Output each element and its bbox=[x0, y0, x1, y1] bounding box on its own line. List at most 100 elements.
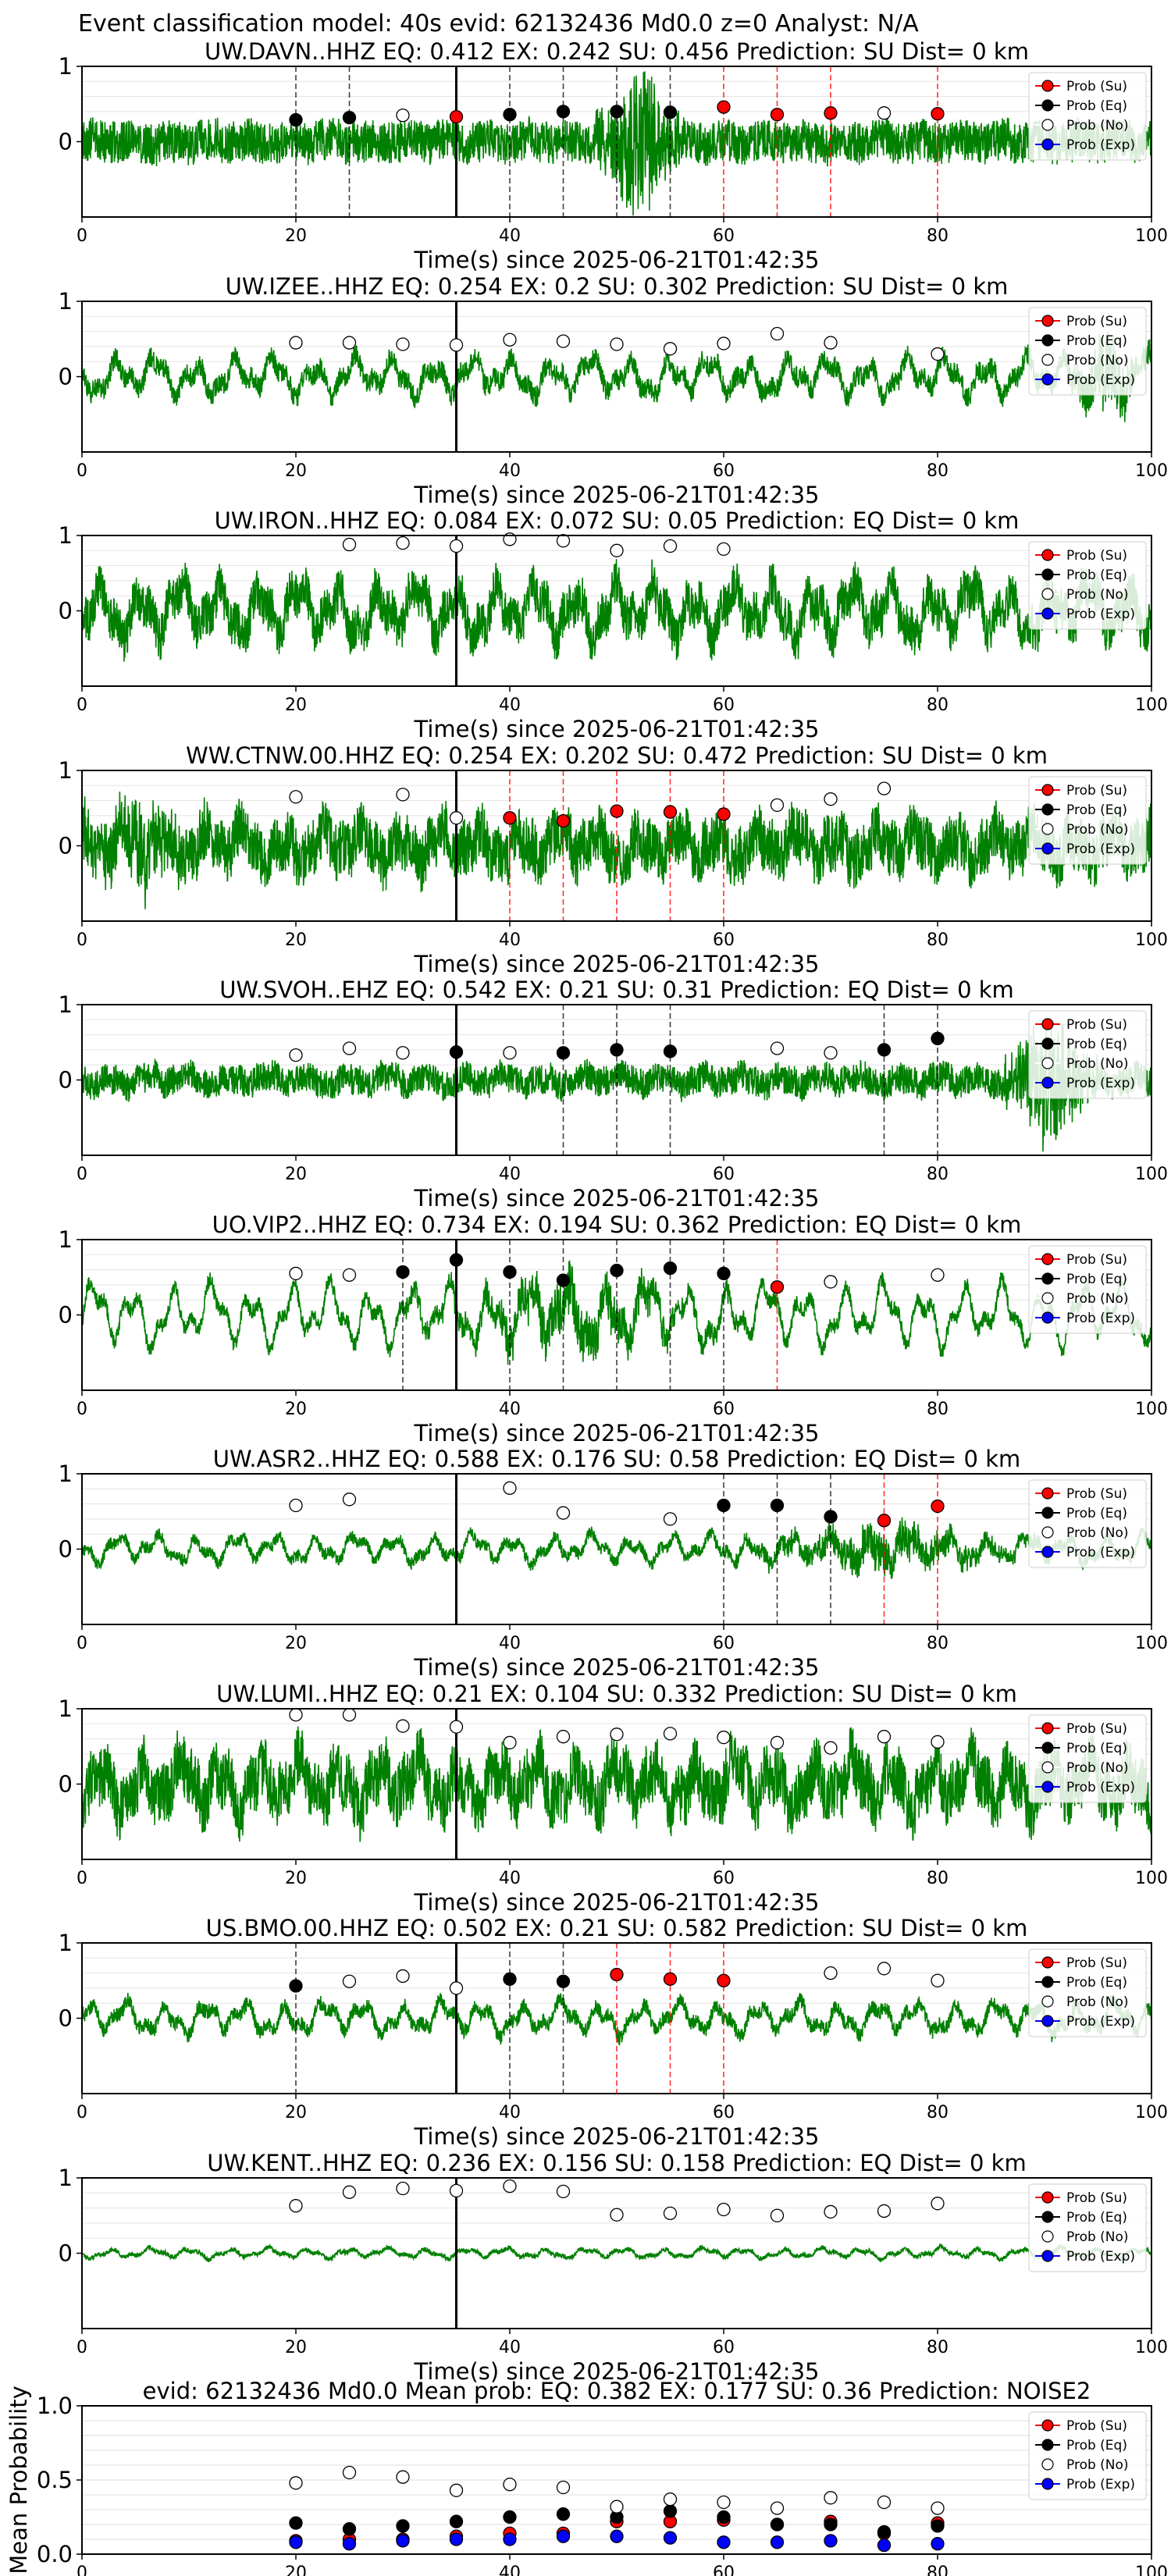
figure-suptitle: Event classification model: 40s evid: 62… bbox=[78, 10, 919, 37]
marker-su bbox=[770, 108, 785, 122]
legend-label: Prob (Eq) bbox=[1066, 2210, 1127, 2226]
waveform-trace bbox=[81, 1992, 1152, 2046]
legend-box bbox=[1028, 307, 1147, 396]
legend-marker-su bbox=[1041, 315, 1054, 327]
marker-no bbox=[342, 1493, 357, 1507]
legend-label: Prob (No) bbox=[1066, 118, 1129, 133]
legend-marker-no bbox=[1041, 354, 1054, 366]
panel-title: evid: 62132436 Md0.0 Mean prob: EQ: 0.38… bbox=[143, 2378, 1091, 2404]
legend-marker-eq bbox=[1041, 568, 1054, 581]
marker-no bbox=[877, 2204, 892, 2218]
legend-marker-eq bbox=[1041, 1272, 1054, 1285]
x-tick-label: 40 bbox=[499, 696, 521, 715]
legend-label: Prob (Eq) bbox=[1066, 333, 1127, 349]
legend-label: Prob (No) bbox=[1066, 1525, 1129, 1541]
legend-label: Prob (Exp) bbox=[1066, 2014, 1135, 2030]
marker-eq bbox=[289, 2516, 303, 2530]
marker-no bbox=[503, 1046, 517, 1060]
legend-label: Prob (Eq) bbox=[1066, 802, 1127, 818]
x-tick-label: 100 bbox=[1135, 1634, 1168, 1653]
x-tick-label: 60 bbox=[713, 2103, 735, 2122]
legend-marker-no bbox=[1041, 1761, 1054, 1774]
marker-no bbox=[770, 2501, 785, 2515]
waveform-trace bbox=[81, 1260, 1152, 1365]
panel-title: UW.LUMI..HHZ EQ: 0.21 EX: 0.104 SU: 0.33… bbox=[216, 1681, 1017, 1707]
marker-exp bbox=[663, 2531, 678, 2545]
legend-label: Prob (Exp) bbox=[1066, 607, 1135, 622]
legend: Prob (Su) Prob (Eq) Prob (No) Prob (Exp) bbox=[1028, 1714, 1147, 1803]
marker-exp bbox=[824, 2534, 838, 2548]
marker-eq bbox=[449, 1253, 464, 1267]
marker-eq bbox=[342, 2522, 357, 2536]
marker-no bbox=[717, 336, 731, 350]
legend-marker-su bbox=[1041, 784, 1054, 796]
legend-label: Prob (Su) bbox=[1066, 1955, 1127, 1971]
x-tick-label: 100 bbox=[1135, 2338, 1168, 2357]
marker-no bbox=[342, 1268, 357, 1283]
marker-no bbox=[877, 1962, 892, 1976]
legend-label: Prob (No) bbox=[1066, 1056, 1129, 1072]
marker-eq bbox=[663, 1261, 678, 1276]
panel-5: UW.SVOH..EHZ EQ: 0.542 EX: 0.21 SU: 0.31… bbox=[59, 977, 1168, 1212]
waveform-trace bbox=[81, 1726, 1152, 1842]
marker-eq bbox=[663, 105, 678, 119]
marker-no bbox=[610, 337, 624, 351]
marker-no bbox=[342, 1974, 357, 1988]
marker-eq bbox=[717, 2510, 731, 2524]
marker-exp bbox=[449, 2532, 464, 2546]
y-tick-label: 1 bbox=[59, 991, 73, 1018]
legend-marker-exp bbox=[1041, 1781, 1054, 1793]
x-tick-label: 20 bbox=[285, 1400, 307, 1419]
marker-eq bbox=[556, 1974, 571, 1988]
legend-marker-eq bbox=[1041, 2439, 1054, 2451]
x-tick-label: 20 bbox=[285, 226, 307, 246]
x-tick-label: 0 bbox=[77, 226, 87, 246]
marker-no bbox=[931, 2501, 945, 2515]
marker-no bbox=[556, 334, 571, 348]
marker-eq bbox=[824, 1510, 838, 1524]
marker-no bbox=[503, 2478, 517, 2492]
y-tick-label: 1 bbox=[59, 522, 73, 549]
marker-no bbox=[503, 333, 517, 347]
x-tick-label: 60 bbox=[713, 696, 735, 715]
marker-su bbox=[556, 814, 571, 828]
x-tick-label: 0 bbox=[77, 1634, 87, 1653]
x-axis-label: Time(s) since 2025-06-21T01:42:35 bbox=[414, 1889, 820, 1916]
marker-no bbox=[663, 2206, 678, 2221]
marker-exp bbox=[289, 2535, 303, 2549]
legend-label: Prob (Exp) bbox=[1066, 2249, 1135, 2265]
x-axis-label: Time(s) since 2025-06-21T01:42:35 bbox=[414, 951, 820, 977]
marker-no bbox=[396, 2181, 410, 2196]
y-axis-label: Mean Probability bbox=[5, 2386, 32, 2574]
marker-no bbox=[396, 2470, 410, 2484]
marker-no bbox=[717, 1731, 731, 1745]
axes-frame bbox=[81, 535, 1152, 687]
x-tick-label: 80 bbox=[927, 2338, 949, 2357]
y-tick-label: 1 bbox=[59, 1930, 73, 1956]
legend-label: Prob (Exp) bbox=[1066, 841, 1135, 857]
panel-title: UW.ASR2..HHZ EQ: 0.588 EX: 0.176 SU: 0.5… bbox=[213, 1446, 1021, 1472]
legend-box bbox=[1028, 1479, 1147, 1568]
x-axis-label: Time(s) since 2025-06-21T01:42:35 bbox=[414, 2123, 820, 2150]
marker-exp bbox=[770, 2535, 785, 2549]
marker-eq bbox=[556, 105, 571, 119]
legend-marker-exp bbox=[1041, 1076, 1054, 1089]
legend-label: Prob (Exp) bbox=[1066, 1545, 1135, 1560]
x-tick-label: 40 bbox=[499, 1165, 521, 1184]
panel-title: UW.DAVN..HHZ EQ: 0.412 EX: 0.242 SU: 0.4… bbox=[205, 38, 1029, 65]
x-tick-label: 40 bbox=[499, 930, 521, 950]
marker-eq bbox=[556, 1046, 571, 1060]
marker-no bbox=[449, 1720, 464, 1734]
legend-marker-no bbox=[1041, 2458, 1054, 2471]
marker-no bbox=[556, 2480, 571, 2495]
panel-8: UW.LUMI..HHZ EQ: 0.21 EX: 0.104 SU: 0.33… bbox=[59, 1681, 1168, 1916]
legend-box bbox=[1028, 2411, 1147, 2500]
x-tick-label: 60 bbox=[713, 1869, 735, 1888]
legend-box bbox=[1028, 1948, 1147, 2037]
legend-label: Prob (Eq) bbox=[1066, 568, 1127, 583]
marker-exp bbox=[717, 2535, 731, 2549]
panel-11: evid: 62132436 Md0.0 Mean prob: EQ: 0.38… bbox=[5, 2378, 1168, 2576]
legend-marker-eq bbox=[1041, 1507, 1054, 1519]
marker-no bbox=[610, 2500, 624, 2514]
